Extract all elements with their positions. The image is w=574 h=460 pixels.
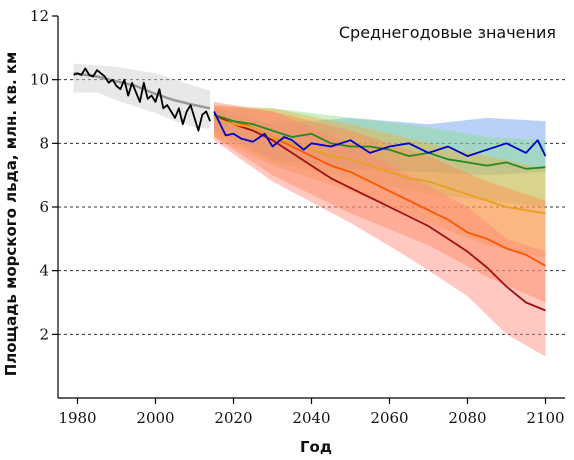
ytick-label-6: 6 [39, 198, 49, 216]
xtick-label-2040: 2040 [292, 409, 330, 427]
series-line-3 [213, 113, 546, 170]
x-axis-label: Год [300, 438, 332, 456]
xtick-label-2000: 2000 [136, 409, 174, 427]
series-line-4 [213, 117, 546, 215]
grid-lines [58, 79, 565, 335]
band-series-5 [214, 105, 546, 303]
ytick-label-2: 2 [39, 325, 49, 343]
series-line-6 [213, 113, 546, 312]
series-line-0 [73, 67, 211, 132]
y-axis-label: Площадь морского льда, млн. кв. км [2, 52, 20, 377]
band-series-2 [214, 108, 546, 176]
chart-annotation: Среднегодовые значения [339, 23, 556, 42]
band-series-3 [214, 108, 546, 207]
band-series-6 [214, 101, 546, 357]
series-lines [73, 67, 547, 312]
ytick-label-12: 12 [30, 7, 49, 25]
ytick-label-8: 8 [39, 134, 49, 152]
xtick-label-2020: 2020 [214, 409, 252, 427]
uncertainty-bands [73, 63, 546, 357]
xtick-label-1980: 1980 [58, 409, 96, 427]
xtick-label-2080: 2080 [448, 409, 486, 427]
xtick-label-2060: 2060 [370, 409, 408, 427]
ytick-label-10: 10 [30, 71, 49, 89]
series-line-2 [213, 111, 547, 158]
axis-ticks: 2 4 6 8 10 12 1980 2000 2020 2040 2060 2080 2100 [30, 7, 565, 427]
ytick-label-4: 4 [39, 262, 49, 280]
xtick-label-2100: 2100 [526, 409, 564, 427]
